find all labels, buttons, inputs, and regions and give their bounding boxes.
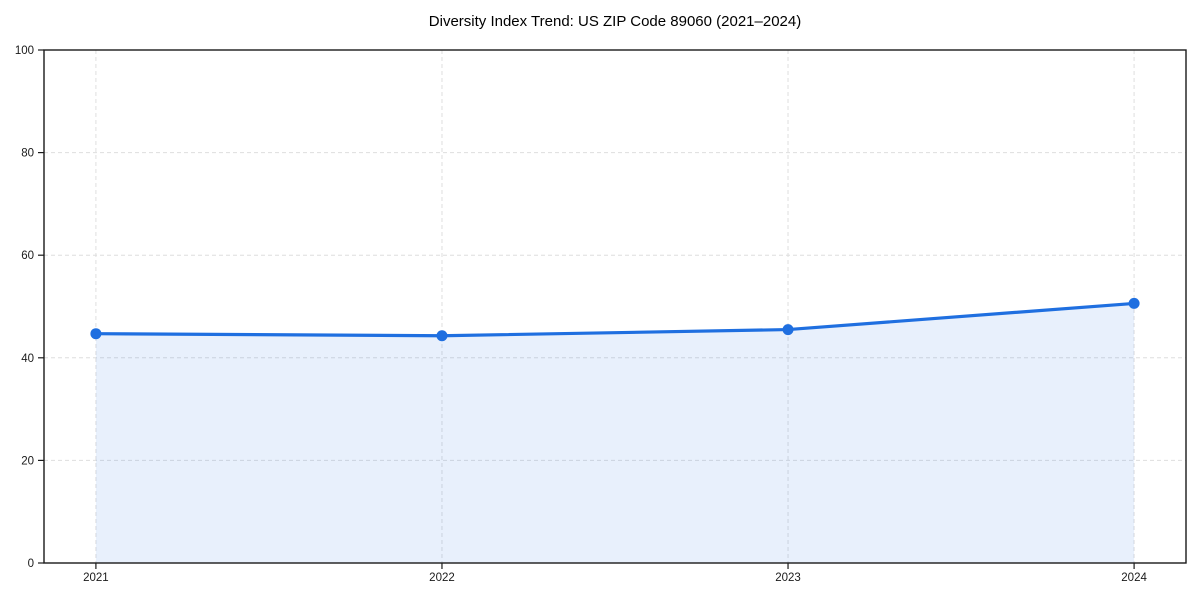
x-tick-label: 2023 [775, 572, 801, 584]
data-point-marker [436, 330, 448, 342]
x-tick-label: 2021 [83, 572, 109, 584]
plot-border [43, 49, 1187, 564]
y-tick-label: 80 [21, 148, 34, 160]
x-tick-label: 2022 [429, 572, 455, 584]
data-point-marker [90, 328, 102, 340]
data-point-marker [782, 324, 794, 336]
y-tick-label: 40 [21, 353, 34, 365]
chart-title: Diversity Index Trend: US ZIP Code 89060… [428, 13, 802, 30]
y-tick-label: 20 [21, 455, 34, 467]
area-fill [95, 303, 1135, 563]
data-point-marker [1128, 297, 1140, 309]
y-tick-label: 0 [28, 558, 34, 570]
y-tick-label: 60 [21, 250, 34, 262]
x-tick-label: 2024 [1121, 572, 1147, 584]
trend-line [94, 301, 1136, 338]
y-tick-label: 100 [15, 45, 34, 57]
